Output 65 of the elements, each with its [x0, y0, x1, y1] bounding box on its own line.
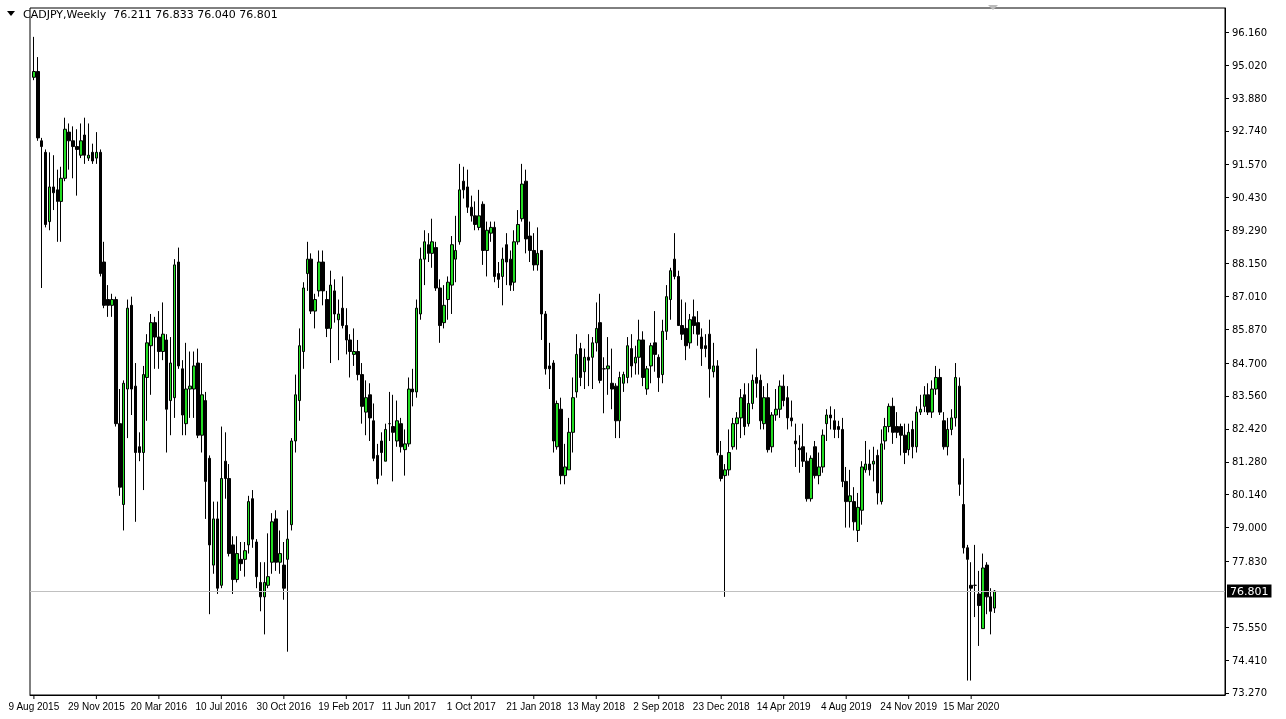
candlestick	[778, 379, 782, 419]
candlestick	[587, 333, 590, 387]
candlestick	[48, 151, 51, 231]
x-tick-label: 15 Mar 2020	[943, 700, 1000, 712]
x-tick-label: 29 Nov 2015	[68, 700, 126, 712]
candlestick	[274, 509, 278, 572]
candlestick	[391, 394, 395, 482]
y-tick-label: 83.560	[1232, 390, 1267, 402]
candlestick	[458, 163, 461, 246]
y-tick-label: 74.410	[1232, 654, 1267, 666]
y-tick-label: 73.270	[1232, 687, 1267, 699]
y-tick-label: 93.880	[1232, 92, 1267, 104]
y-tick-label: 77.830	[1232, 555, 1267, 567]
y-tick-label: 91.570	[1232, 159, 1267, 171]
y-tick-label: 95.020	[1232, 59, 1267, 71]
candlestick	[684, 301, 688, 361]
candlestick	[766, 382, 770, 454]
y-tick-label: 80.140	[1232, 489, 1267, 501]
y-tick-label: 85.870	[1232, 323, 1267, 335]
candlestick	[743, 382, 746, 436]
y-tick-label: 84.700	[1232, 357, 1267, 369]
candlestick	[255, 538, 258, 589]
x-tick-label: 21 Jan 2018	[506, 700, 562, 712]
x-tick-label: 13 May 2018	[567, 700, 626, 712]
x-tick-label: 19 Feb 2017	[318, 700, 375, 712]
y-tick-label: 75.550	[1232, 621, 1267, 633]
candlestick	[184, 342, 188, 436]
y-tick-label: 89.290	[1232, 225, 1267, 237]
candlestick	[87, 122, 90, 162]
x-tick-label: 4 Aug 2019	[820, 700, 872, 712]
candlestick	[559, 397, 563, 485]
y-tick-label: 87.010	[1232, 290, 1267, 302]
candlestick	[926, 382, 930, 416]
candlestick	[329, 270, 332, 364]
candlestick	[848, 469, 852, 529]
x-tick-label: 24 Nov 2019	[880, 700, 938, 712]
candlestick	[270, 512, 274, 575]
x-tick-label: 14 Apr 2019	[756, 700, 812, 712]
x-tick-label: 23 Dec 2018	[692, 700, 751, 712]
candlestick	[833, 408, 836, 439]
ref-line-label: 76.801	[1230, 584, 1269, 598]
candlestick	[44, 148, 47, 228]
y-tick-label: 82.420	[1232, 423, 1267, 435]
x-tick-label: 1 Oct 2017	[446, 700, 497, 712]
candlestick	[286, 509, 289, 653]
x-tick-label: 9 Aug 2015	[8, 700, 60, 712]
candlestick	[923, 385, 926, 413]
candlestick	[903, 423, 907, 465]
x-tick-label: 30 Oct 2016	[256, 700, 312, 712]
candlestick	[794, 423, 797, 468]
y-tick-label: 92.740	[1232, 125, 1267, 137]
candlestick	[83, 117, 86, 165]
x-tick-label: 20 Mar 2016	[130, 700, 188, 712]
chart-title: CADJPY,Weekly 76.211 76.833 76.040 76.801	[23, 8, 278, 21]
y-tick-label: 96.160	[1232, 26, 1267, 38]
y-tick-label: 79.000	[1232, 522, 1267, 534]
y-tick-label: 88.150	[1232, 257, 1267, 269]
x-tick-label: 11 Jun 2017	[381, 700, 437, 712]
candlestick	[891, 397, 895, 445]
candlestick	[708, 319, 711, 399]
y-tick-label: 90.430	[1232, 192, 1267, 204]
y-tick-label: 81.280	[1232, 456, 1267, 468]
candlestick	[618, 371, 621, 439]
x-tick-label: 10 Jul 2016	[195, 700, 248, 712]
x-tick-label: 2 Sep 2018	[633, 700, 685, 712]
